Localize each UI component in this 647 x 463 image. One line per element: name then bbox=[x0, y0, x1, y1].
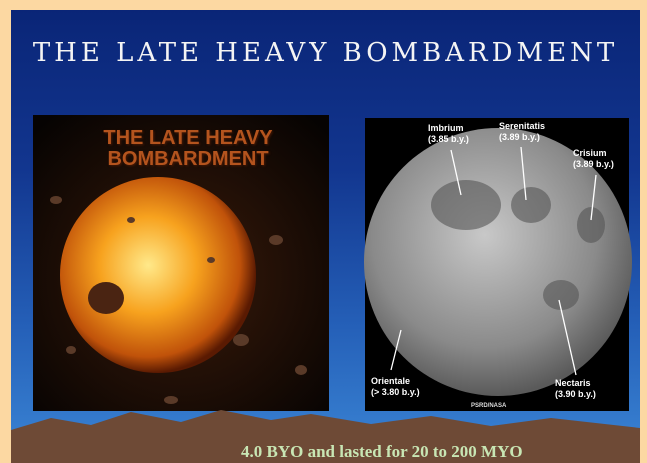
label-name: Orientale bbox=[371, 376, 420, 387]
image-credit: PSRD/NASA bbox=[471, 403, 506, 409]
crater-label: Imbrium(3.85 b.y.) bbox=[428, 123, 469, 145]
image-caption: THE LATE HEAVY BOMBARDMENT bbox=[73, 128, 303, 170]
planet bbox=[60, 177, 256, 373]
slide-footer: 4.0 BYO and lasted for 20 to 200 MYO bbox=[241, 442, 523, 462]
crater-label: Nectaris(3.90 b.y.) bbox=[555, 378, 596, 400]
slide: THE LATE HEAVY BOMBARDMENT bbox=[11, 10, 640, 463]
label-name: Serenitatis bbox=[499, 121, 545, 132]
page: THE LATE HEAVY BOMBARDMENT bbox=[0, 0, 647, 463]
crater-label: Crisium(3.89 b.y.) bbox=[573, 148, 614, 170]
label-age: (> 3.80 b.y.) bbox=[371, 387, 420, 398]
label-name: Crisium bbox=[573, 148, 614, 159]
slide-art bbox=[11, 10, 640, 463]
label-age: (3.89 b.y.) bbox=[499, 132, 545, 143]
label-age: (3.90 b.y.) bbox=[555, 389, 596, 400]
label-age: (3.89 b.y.) bbox=[573, 159, 614, 170]
crater-label: Orientale(> 3.80 b.y.) bbox=[371, 376, 420, 398]
asteroid bbox=[88, 282, 124, 314]
label-age: (3.85 b.y.) bbox=[428, 134, 469, 145]
crater-label: Serenitatis(3.89 b.y.) bbox=[499, 121, 545, 143]
label-name: Imbrium bbox=[428, 123, 469, 134]
label-name: Nectaris bbox=[555, 378, 596, 389]
